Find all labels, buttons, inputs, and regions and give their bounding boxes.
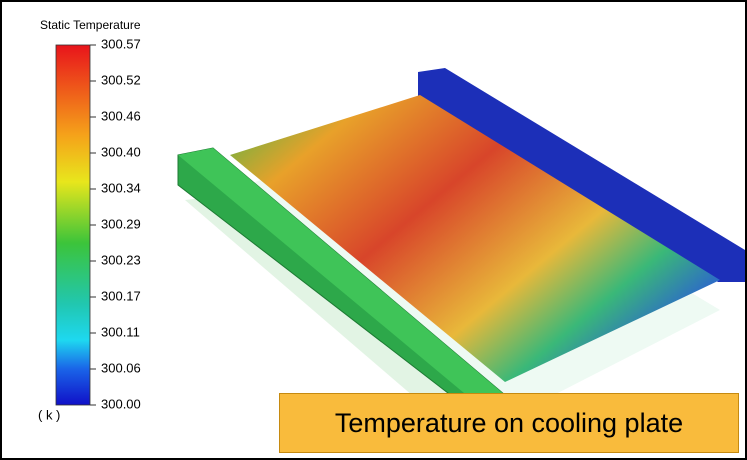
tick-label: 300.11 <box>101 324 140 339</box>
tick-label: 300.52 <box>101 72 141 87</box>
tick-label: 300.40 <box>101 144 141 159</box>
tick-label: 300.17 <box>101 288 141 303</box>
tick-label: 300.46 <box>101 108 141 123</box>
tick-label: 300.06 <box>101 360 141 375</box>
tick-label: 300.00 <box>101 396 141 411</box>
legend-unit: ( k ) <box>38 407 60 422</box>
scene: Static Temperature ( k ) 300.57 300.52 300… <box>0 0 747 460</box>
colorbar <box>56 45 90 405</box>
tick-label: 300.29 <box>101 216 141 231</box>
tick-label: 300.23 <box>101 252 141 267</box>
legend-title: Static Temperature <box>40 18 141 32</box>
caption: Temperature on cooling plate <box>279 393 739 453</box>
tick-label: 300.57 <box>101 36 141 51</box>
tick-label: 300.34 <box>101 180 141 195</box>
screenshot: Static Temperature ( k ) 300.57 300.52 300… <box>0 0 747 460</box>
